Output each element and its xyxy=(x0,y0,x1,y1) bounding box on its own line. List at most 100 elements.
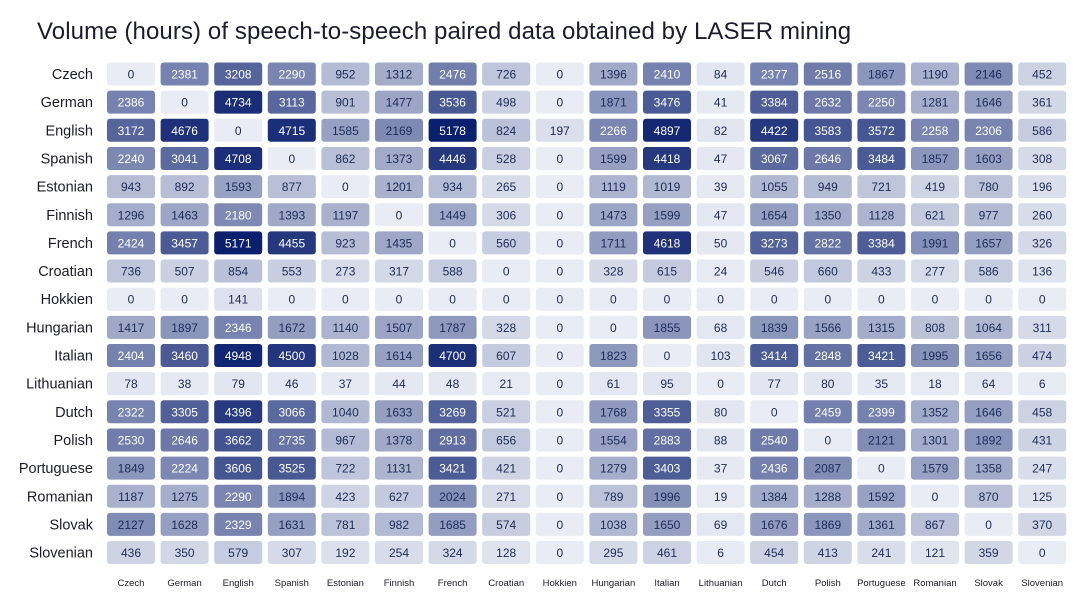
heatmap-cell xyxy=(589,90,638,114)
heatmap-cell xyxy=(803,62,852,86)
cell-value-label: 433 xyxy=(871,265,891,279)
row-label: Estonian xyxy=(37,180,93,196)
cell-value-label: 3476 xyxy=(654,96,681,110)
heatmap-cell xyxy=(803,484,852,508)
cell-value-label: 1631 xyxy=(278,518,305,532)
heatmap-cell xyxy=(375,372,423,396)
heatmap-cell xyxy=(535,231,584,255)
cell-value-label: 586 xyxy=(979,265,999,279)
heatmap-cell xyxy=(321,175,370,199)
cell-value-label: 1393 xyxy=(278,208,305,222)
cell-value-label: 0 xyxy=(771,405,778,419)
cell-value-label: 0 xyxy=(556,236,563,250)
heatmap-cell xyxy=(589,175,638,199)
cell-value-label: 0 xyxy=(932,490,939,504)
cell-value-label: 37 xyxy=(339,377,353,391)
heatmap-cell xyxy=(160,484,209,508)
cell-value-label: 461 xyxy=(657,546,677,560)
cell-value-label: 1279 xyxy=(600,462,627,476)
heatmap-cell xyxy=(428,203,477,227)
heatmap-cell xyxy=(696,315,745,339)
cell-value-label: 2848 xyxy=(814,349,841,363)
cell-value-label: 1449 xyxy=(439,208,466,222)
heatmap-cell xyxy=(375,259,423,283)
cell-value-label: 1787 xyxy=(439,321,466,335)
heatmap-cell xyxy=(1018,512,1067,536)
heatmap-cell xyxy=(375,231,423,255)
heatmap-cell xyxy=(643,400,691,424)
heatmap-cell xyxy=(160,90,209,114)
cell-value-label: 2180 xyxy=(225,208,252,222)
column-label: English xyxy=(223,578,254,589)
heatmap-cell xyxy=(160,203,209,227)
cell-value-label: 1657 xyxy=(975,236,1002,250)
cell-value-label: 0 xyxy=(556,377,563,391)
heatmap-cell xyxy=(375,118,423,142)
heatmap-cell xyxy=(857,231,906,255)
heatmap-cell xyxy=(375,203,423,227)
row-label: Polish xyxy=(54,433,94,449)
heatmap-cell xyxy=(107,344,155,367)
heatmap-cell xyxy=(643,484,691,508)
cell-value-label: 1275 xyxy=(171,490,198,504)
cell-value-label: 923 xyxy=(335,236,355,250)
cell-value-label: 615 xyxy=(657,265,677,279)
heatmap-cell xyxy=(750,315,799,339)
cell-value-label: 0 xyxy=(1039,293,1046,307)
cell-value-label: 780 xyxy=(979,180,999,194)
heatmap-cell xyxy=(107,146,155,170)
cell-value-label: 4396 xyxy=(225,405,252,419)
cell-value-label: 4422 xyxy=(761,124,788,138)
cell-value-label: 0 xyxy=(503,265,510,279)
heatmap-cell xyxy=(643,344,691,367)
heatmap-cell xyxy=(535,118,584,142)
heatmap-cell xyxy=(643,512,691,536)
heatmap-cell xyxy=(750,287,799,311)
cell-value-label: 660 xyxy=(818,265,838,279)
heatmap-cell xyxy=(535,400,584,424)
heatmap-cell xyxy=(267,456,316,480)
heatmap-cell xyxy=(643,118,691,142)
cell-value-label: 1201 xyxy=(386,180,413,194)
cell-value-label: 0 xyxy=(288,293,295,307)
cell-value-label: 0 xyxy=(342,180,349,194)
heatmap-cell xyxy=(803,372,852,396)
heatmap-cell xyxy=(857,456,906,480)
cell-value-label: 1656 xyxy=(975,349,1002,363)
heatmap-cell xyxy=(160,400,209,424)
heatmap-cell xyxy=(750,344,799,367)
heatmap-cell xyxy=(964,541,1013,565)
column-label: Romanian xyxy=(913,578,956,589)
heatmap-cell xyxy=(643,175,691,199)
row-label: Czech xyxy=(52,67,93,83)
cell-value-label: 35 xyxy=(875,377,889,391)
cell-value-label: 982 xyxy=(389,518,409,532)
heatmap-cell xyxy=(160,344,209,367)
heatmap-cell xyxy=(1018,372,1067,396)
heatmap-cell xyxy=(535,428,584,452)
cell-value-label: 308 xyxy=(1032,152,1052,166)
cell-value-label: 1995 xyxy=(922,349,949,363)
heatmap-cell xyxy=(321,62,370,86)
heatmap-cell xyxy=(964,456,1013,480)
cell-value-label: 3041 xyxy=(171,152,198,166)
heatmap-cell xyxy=(857,90,906,114)
heatmap-cell xyxy=(589,484,638,508)
cell-value-label: 2169 xyxy=(386,124,413,138)
cell-value-label: 141 xyxy=(228,293,248,307)
heatmap-cell xyxy=(696,428,745,452)
cell-value-label: 1566 xyxy=(814,321,841,335)
cell-value-label: 1894 xyxy=(278,490,305,504)
cell-value-label: 1603 xyxy=(975,152,1002,166)
cell-value-label: 1396 xyxy=(600,68,627,82)
heatmap-cell xyxy=(1018,456,1067,480)
heatmap-cell xyxy=(482,203,531,227)
cell-value-label: 0 xyxy=(556,68,563,82)
heatmap-cell xyxy=(321,512,370,536)
heatmap-cell xyxy=(428,62,477,86)
cell-value-label: 277 xyxy=(925,265,945,279)
heatmap-cell xyxy=(964,231,1013,255)
heatmap-cell xyxy=(1018,428,1067,452)
cell-value-label: 0 xyxy=(717,293,724,307)
cell-value-label: 1599 xyxy=(654,208,681,222)
